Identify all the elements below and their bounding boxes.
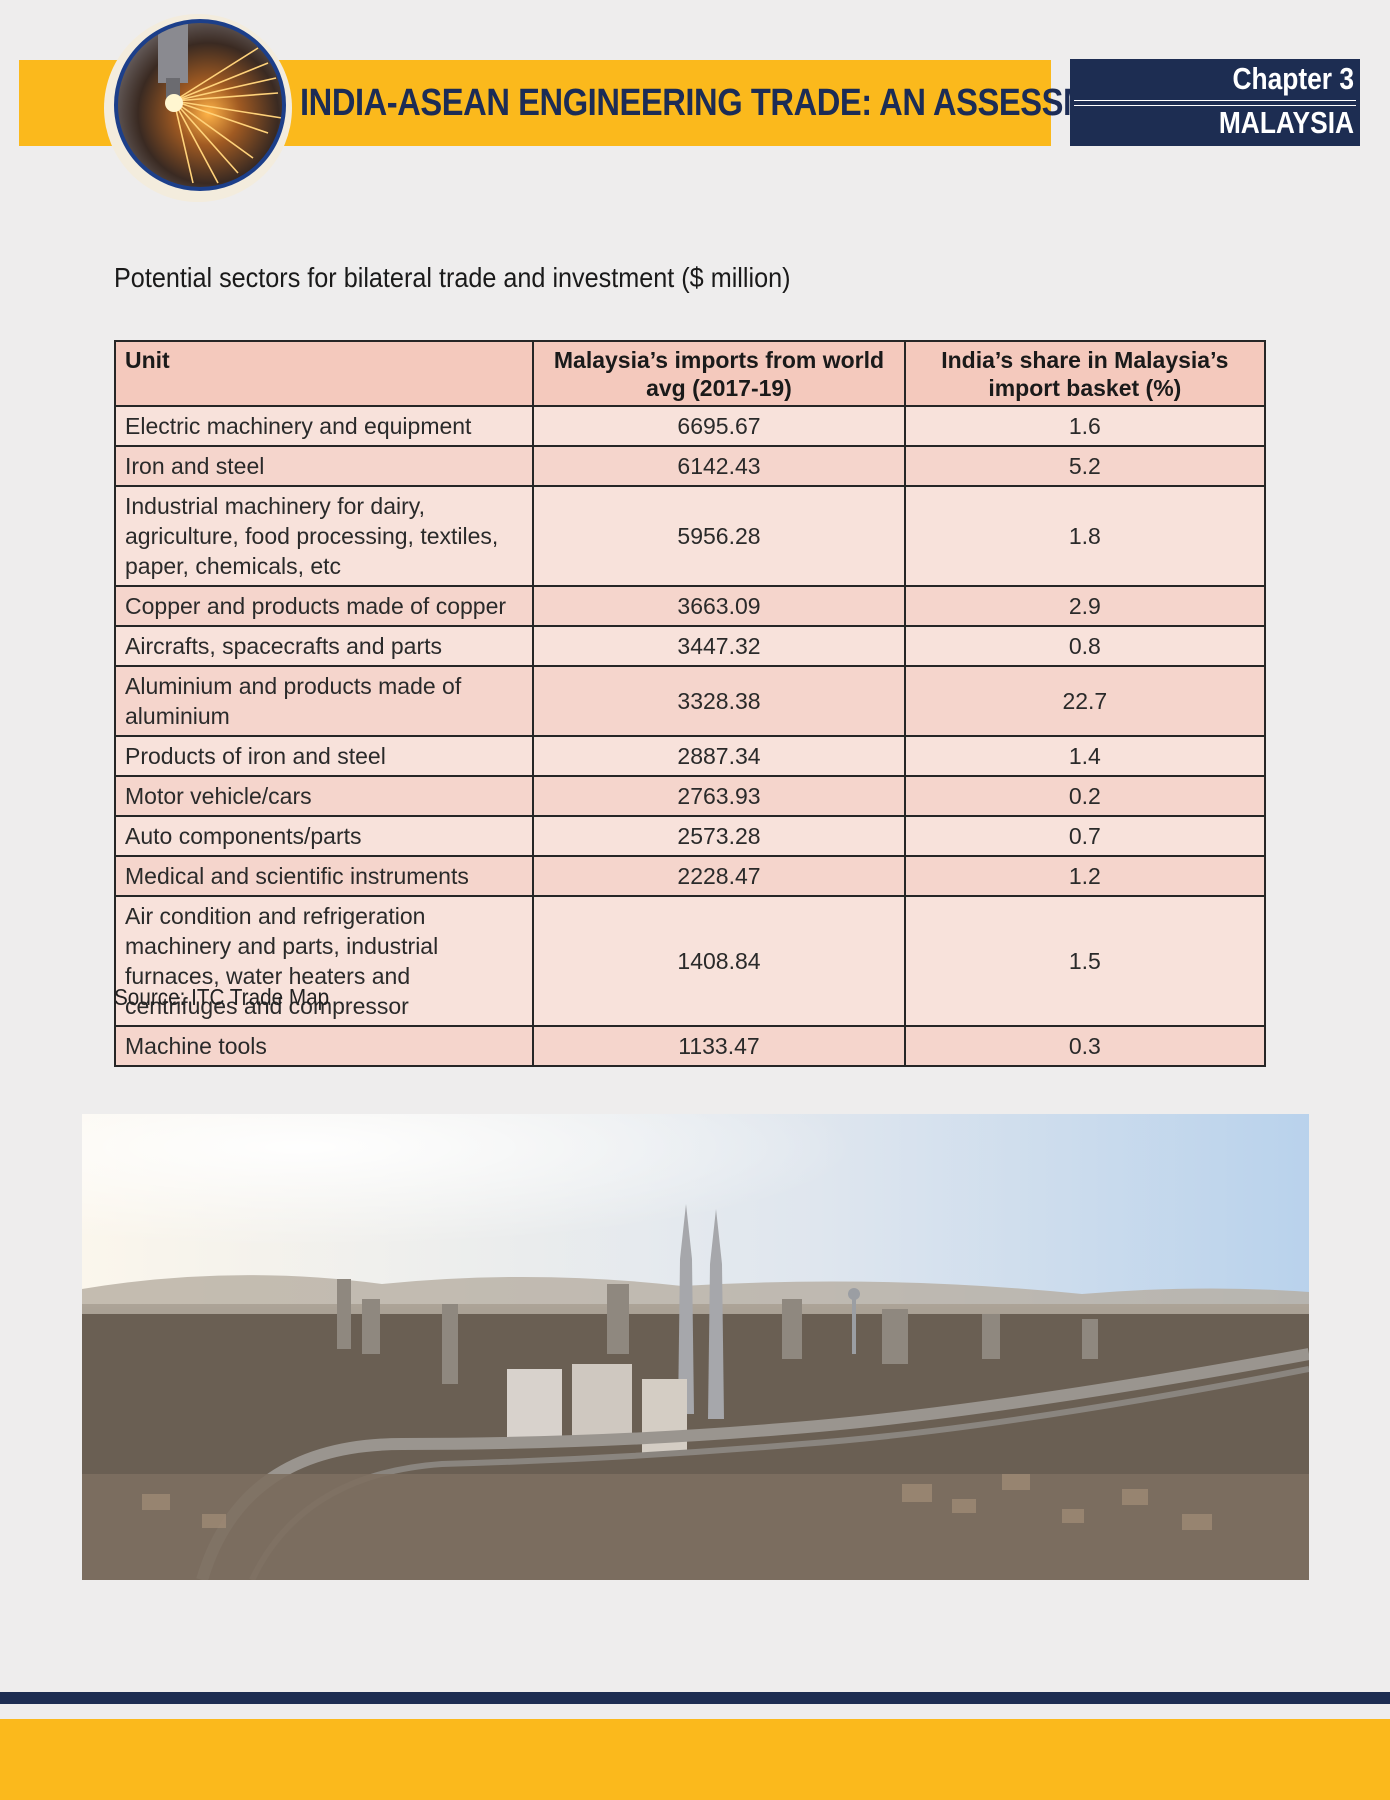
cell-share: 0.8 [903, 625, 1267, 667]
column-header-unit: Unit [113, 340, 535, 407]
cell-share: 2.9 [903, 585, 1267, 627]
cell-imports: 2763.93 [532, 775, 906, 817]
document-title: INDIA-ASEAN ENGINEERING TRADE: AN ASSESS… [300, 81, 1154, 124]
cell-imports: 5956.28 [532, 485, 906, 587]
table-header-row: Unit Malaysia’s imports from world avg (… [113, 340, 1267, 407]
table-row: Medical and scientific instruments 2228.4… [113, 855, 1267, 897]
chapter-divider [1074, 100, 1356, 106]
cell-unit: Electric machinery and equipment [113, 405, 535, 447]
chapter-box: Chapter 3 MALAYSIA [1070, 59, 1360, 146]
table-row: Products of iron and steel 2887.34 1.4 [113, 735, 1267, 777]
cell-unit: Machine tools [113, 1025, 535, 1067]
table-row: Machine tools 1133.47 0.3 [113, 1025, 1267, 1067]
column-header-share: India’s share in Malaysia’s import baske… [903, 340, 1267, 407]
cell-imports: 2887.34 [532, 735, 906, 777]
cell-share: 1.6 [903, 405, 1267, 447]
cell-unit: Medical and scientific instruments [113, 855, 535, 897]
cell-unit: Motor vehicle/cars [113, 775, 535, 817]
source-note: Source: ITC Trade Map [114, 984, 330, 1010]
cell-share: 0.2 [903, 775, 1267, 817]
sectors-table: Unit Malaysia’s imports from world avg (… [113, 340, 1267, 1067]
cell-imports: 2228.47 [532, 855, 906, 897]
cell-share: 1.2 [903, 855, 1267, 897]
table-row: Air condition and refrigeration machiner… [113, 895, 1267, 1027]
cell-unit: Copper and products made of copper [113, 585, 535, 627]
city-skyline-photo [82, 1114, 1309, 1580]
cell-unit: Aluminium and products made of aluminium [113, 665, 535, 737]
country-label: MALAYSIA [1218, 105, 1354, 140]
welding-sparks-icon [114, 19, 286, 191]
cell-share: 1.8 [903, 485, 1267, 587]
cell-unit: Air condition and refrigeration machiner… [113, 895, 535, 1027]
table-row: Iron and steel 6142.43 5.2 [113, 445, 1267, 487]
table-row: Electric machinery and equipment 6695.67 1… [113, 405, 1267, 447]
table-row: Industrial machinery for dairy, agricult… [113, 485, 1267, 587]
cell-imports: 1133.47 [532, 1025, 906, 1067]
cell-imports: 3328.38 [532, 665, 906, 737]
table-row: Motor vehicle/cars 2763.93 0.2 [113, 775, 1267, 817]
cell-imports: 6695.67 [532, 405, 906, 447]
cell-share: 5.2 [903, 445, 1267, 487]
cell-share: 0.7 [903, 815, 1267, 857]
cell-share: 1.4 [903, 735, 1267, 777]
cell-unit: Aircrafts, spacecrafts and parts [113, 625, 535, 667]
cell-imports: 1408.84 [532, 895, 906, 1027]
cell-unit: Auto components/parts [113, 815, 535, 857]
cell-imports: 2573.28 [532, 815, 906, 857]
table-row: Aircrafts, spacecrafts and parts 3447.32 0… [113, 625, 1267, 667]
cell-share: 22.7 [903, 665, 1267, 737]
footer-band [0, 1719, 1390, 1800]
column-header-imports: Malaysia’s imports from world avg (2017-… [532, 340, 906, 407]
table-body: Electric machinery and equipment 6695.67 1… [113, 405, 1267, 1067]
cell-unit: Industrial machinery for dairy, agricult… [113, 485, 535, 587]
table-row: Copper and products made of copper 3663.0… [113, 585, 1267, 627]
table-row: Aluminium and products made of aluminium… [113, 665, 1267, 737]
cell-imports: 3663.09 [532, 585, 906, 627]
cell-share: 1.5 [903, 895, 1267, 1027]
cell-unit: Products of iron and steel [113, 735, 535, 777]
cell-unit: Iron and steel [113, 445, 535, 487]
cell-share: 0.3 [903, 1025, 1267, 1067]
section-title: Potential sectors for bilateral trade an… [114, 262, 791, 293]
table-row: Auto components/parts 2573.28 0.7 [113, 815, 1267, 857]
footer-rule [0, 1692, 1390, 1704]
cell-imports: 3447.32 [532, 625, 906, 667]
chapter-label: Chapter 3 [1232, 61, 1354, 96]
cell-imports: 6142.43 [532, 445, 906, 487]
